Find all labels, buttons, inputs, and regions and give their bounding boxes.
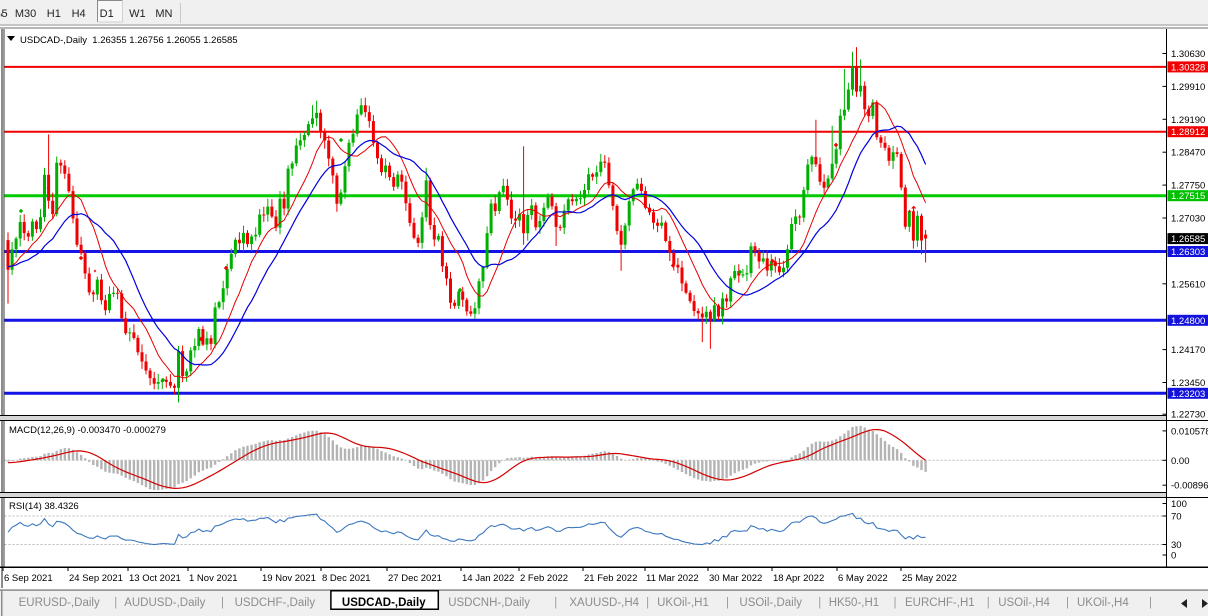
svg-text:1.27750: 1.27750 [1171,181,1205,192]
svg-text:0.00: 0.00 [1171,456,1190,467]
svg-text:|: | [114,597,117,609]
svg-text:AUDUSD-,Daily: AUDUSD-,Daily [124,597,205,609]
svg-text:1.27515: 1.27515 [1171,191,1205,202]
svg-text:M30: M30 [15,8,36,20]
svg-text:|: | [221,597,224,609]
svg-text:1.24800: 1.24800 [1171,316,1205,327]
svg-text:UKOil-,H4: UKOil-,H4 [1077,597,1129,609]
svg-text:1.23450: 1.23450 [1171,378,1205,389]
svg-text:USDCAD-,Daily 1.26355 1.26756: USDCAD-,Daily 1.26355 1.26756 1.26055 1.… [20,35,238,46]
svg-text:USDCNH-,Daily: USDCNH-,Daily [448,597,530,609]
svg-text:RSI(14) 38.4326: RSI(14) 38.4326 [9,501,79,512]
svg-text:1.24170: 1.24170 [1171,345,1205,356]
svg-text:USDCHF-,Daily: USDCHF-,Daily [235,597,316,609]
svg-text:30 Mar 2022: 30 Mar 2022 [709,573,762,584]
svg-text:|: | [818,597,821,609]
svg-text:27 Dec 2021: 27 Dec 2021 [388,573,442,584]
svg-text:1.29910: 1.29910 [1171,82,1205,93]
svg-text:|: | [1149,597,1152,609]
svg-text:HK50-,H1: HK50-,H1 [829,597,880,609]
svg-text:1.30328: 1.30328 [1171,62,1205,73]
svg-text:5: 5 [2,8,8,20]
svg-text:|: | [987,597,990,609]
svg-text:EURCHF-,H1: EURCHF-,H1 [905,597,975,609]
svg-text:USOil-,H4: USOil-,H4 [998,597,1050,609]
svg-text:8 Dec 2021: 8 Dec 2021 [322,573,371,584]
svg-text:H4: H4 [72,8,86,20]
svg-text:1.25610: 1.25610 [1171,279,1205,290]
svg-text:70: 70 [1171,512,1182,523]
svg-text:18 Apr 2022: 18 Apr 2022 [773,573,824,584]
svg-text:|: | [726,597,729,609]
svg-text:1.29190: 1.29190 [1171,115,1205,126]
svg-text:UKOil-,H1: UKOil-,H1 [657,597,709,609]
svg-text:USDCAD-,Daily: USDCAD-,Daily [342,597,426,609]
svg-text:19 Nov 2021: 19 Nov 2021 [262,573,316,584]
svg-text:6 Sep 2021: 6 Sep 2021 [4,573,53,584]
svg-text:1.23203: 1.23203 [1171,389,1205,400]
svg-text:21 Feb 2022: 21 Feb 2022 [584,573,637,584]
svg-text:11 Mar 2022: 11 Mar 2022 [646,573,699,584]
svg-text:1.28470: 1.28470 [1171,148,1205,159]
svg-text:1.27030: 1.27030 [1171,214,1205,225]
svg-text:USOil-,Daily: USOil-,Daily [739,597,802,609]
svg-text:1.22730: 1.22730 [1171,410,1205,421]
svg-text:H1: H1 [47,8,61,20]
svg-text:|: | [646,597,649,609]
svg-text:EURUSD-,Daily: EURUSD-,Daily [19,597,100,609]
svg-text:1 Nov 2021: 1 Nov 2021 [189,573,238,584]
svg-text:24 Sep 2021: 24 Sep 2021 [69,573,123,584]
svg-text:0.010578: 0.010578 [1171,426,1208,437]
svg-text:1.28912: 1.28912 [1171,127,1205,138]
svg-text:30: 30 [1171,540,1182,551]
svg-text:14 Jan 2022: 14 Jan 2022 [462,573,514,584]
svg-text:XAUUSD-,H4: XAUUSD-,H4 [569,597,639,609]
svg-text:2 Feb 2022: 2 Feb 2022 [520,573,568,584]
svg-text:-0.00896: -0.00896 [1171,481,1208,492]
svg-text:100: 100 [1171,499,1187,510]
svg-text:6 May 2022: 6 May 2022 [838,573,888,584]
svg-text:MN: MN [155,8,172,20]
svg-text:|: | [894,597,897,609]
svg-text:1.26303: 1.26303 [1171,247,1205,258]
svg-text:D1: D1 [100,8,114,20]
svg-text:25 May 2022: 25 May 2022 [902,573,957,584]
svg-text:0: 0 [1171,551,1176,562]
svg-text:1.26585: 1.26585 [1171,234,1205,245]
svg-text:|: | [1066,597,1069,609]
svg-text:W1: W1 [129,8,146,20]
svg-text:13 Oct 2021: 13 Oct 2021 [129,573,181,584]
svg-text:1.30630: 1.30630 [1171,49,1205,60]
svg-text:|: | [554,597,557,609]
svg-text:MACD(12,26,9) -0.003470 -0.000: MACD(12,26,9) -0.003470 -0.000279 [9,425,166,436]
